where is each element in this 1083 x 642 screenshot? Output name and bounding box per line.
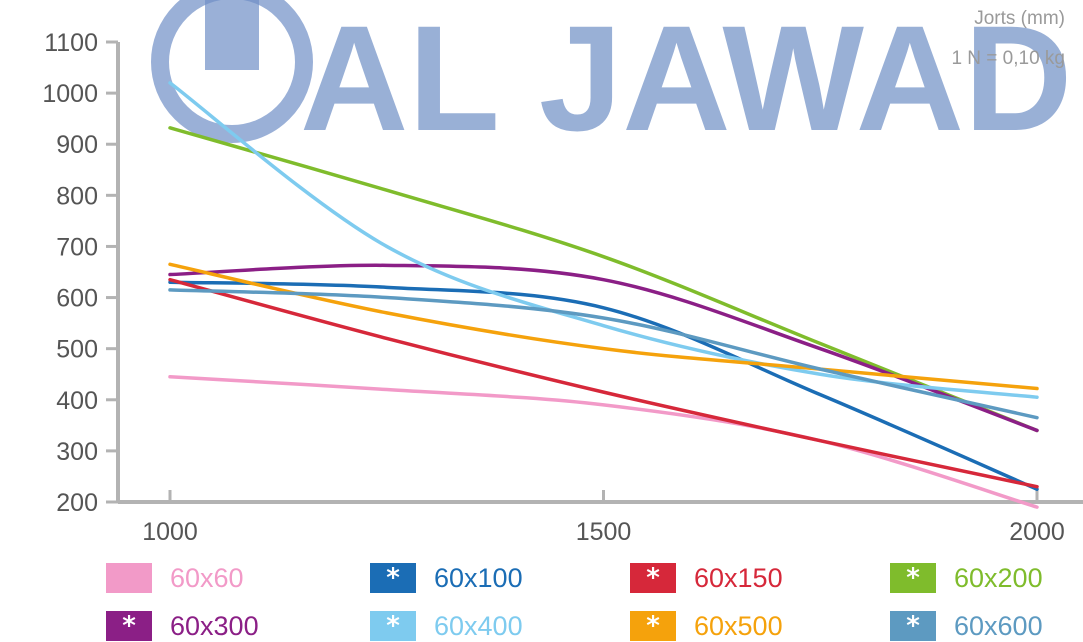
legend-item-60x100: * 60x100 xyxy=(370,562,523,594)
legend-swatch: * xyxy=(890,611,936,641)
legend-swatch xyxy=(106,563,152,593)
series-line-60x100 xyxy=(168,280,1039,491)
series-line-60x150 xyxy=(168,277,1039,489)
y-tick-label: 500 xyxy=(56,336,98,364)
legend-swatch: * xyxy=(630,611,676,641)
tick-labels: 200 300 400 500 600 700 800 900 1000 1100 1000 1500… xyxy=(42,29,1064,546)
legend-label: 60x600 xyxy=(954,610,1043,641)
legend-item-60x150: * 60x150 xyxy=(630,562,783,594)
legend-swatch: * xyxy=(630,563,676,593)
unit-note: Jorts (mm) xyxy=(974,8,1065,29)
y-tick-label: 300 xyxy=(56,438,98,466)
y-tick-label: 700 xyxy=(56,233,98,261)
legend-item-60x300: * 60x300 xyxy=(106,610,259,642)
watermark-logo: AL JAWAD xyxy=(151,0,1072,162)
series-line-60x600 xyxy=(168,288,1039,420)
y-tick-label: 600 xyxy=(56,285,98,313)
series-lines xyxy=(168,81,1039,509)
legend-label: 60x500 xyxy=(694,610,783,641)
legend-swatch: * xyxy=(890,563,936,593)
legend-label: 60x400 xyxy=(434,610,523,641)
svg-text:AL JAWAD: AL JAWAD xyxy=(300,0,1072,162)
conversion-note: 1 N = 0,10 kg xyxy=(951,48,1065,69)
series-line-60x60 xyxy=(168,375,1039,509)
legend-item-60x600: * 60x600 xyxy=(890,610,1043,642)
legend-label: 60x100 xyxy=(434,562,523,593)
x-tick-label: 1000 xyxy=(142,518,198,546)
line-chart: AL JAWAD 200 300 400 500 600 700 800 900 1000 110… xyxy=(42,0,1083,546)
y-tick-label: 1000 xyxy=(42,80,98,108)
legend-label: 60x60 xyxy=(170,562,244,593)
y-tick-label: 1100 xyxy=(44,29,98,57)
legend-swatch: * xyxy=(370,611,416,641)
legend-item-60x60: 60x60 xyxy=(106,562,244,594)
x-tick-label: 2000 xyxy=(1009,518,1065,546)
legend-label: 60x300 xyxy=(170,610,259,641)
y-tick-label: 800 xyxy=(56,182,98,210)
y-tick-label: 200 xyxy=(56,489,98,517)
legend-item-60x500: * 60x500 xyxy=(630,610,783,642)
series-line-60x200 xyxy=(168,126,1039,433)
legend: 60x60 * 60x100 * 60x150 * 60x200 * 60x300 * 60x400… xyxy=(0,560,1083,641)
axes xyxy=(106,40,1083,504)
x-tick-label: 1500 xyxy=(576,518,632,546)
legend-label: 60x150 xyxy=(694,562,783,593)
legend-item-60x200: * 60x200 xyxy=(890,562,1043,594)
legend-label: 60x200 xyxy=(954,562,1043,593)
y-tick-label: 400 xyxy=(56,387,98,415)
legend-swatch: * xyxy=(106,611,152,641)
legend-swatch: * xyxy=(370,563,416,593)
y-tick-label: 900 xyxy=(56,131,98,159)
legend-item-60x400: * 60x400 xyxy=(370,610,523,642)
series-line-60x500 xyxy=(168,262,1039,391)
